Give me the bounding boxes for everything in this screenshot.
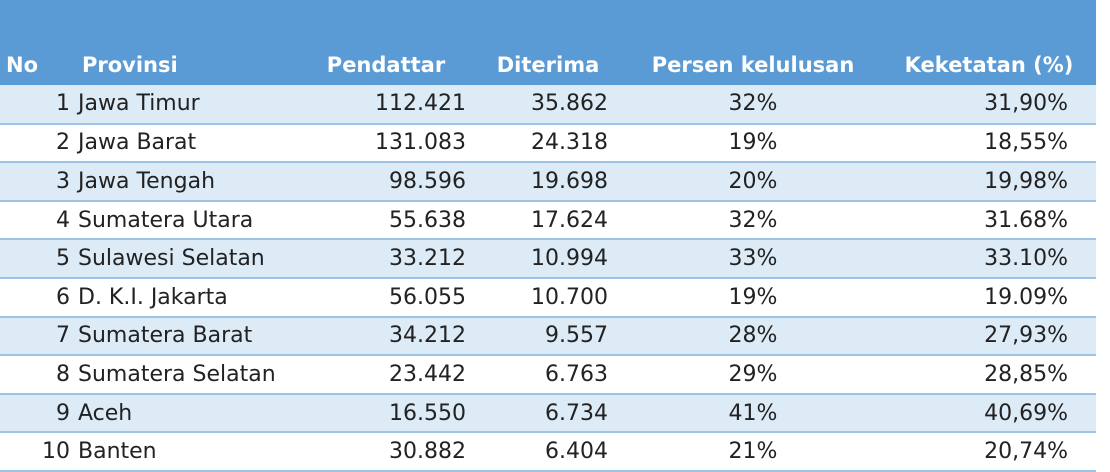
cell-persen-kelulusan: 41% — [624, 393, 882, 434]
cell-no: 7 — [0, 316, 78, 357]
cell-keketatan: 20,74% — [882, 432, 1096, 472]
cell-diterima: 6.763 — [472, 355, 624, 395]
cell-diterima: 6.404 — [472, 432, 624, 472]
cell-no: 8 — [0, 355, 78, 395]
header-row: No Provinsi Pendattar Diterima Persen ke… — [0, 10, 1096, 85]
table-row: 7 Sumatera Barat 34.212 9.557 28% 27,93% — [0, 316, 1096, 357]
cell-persen-kelulusan: 20% — [624, 162, 882, 202]
cell-pendaftar: 112.421 — [300, 85, 472, 125]
table-row: 9 Aceh 16.550 6.734 41% 40,69% — [0, 393, 1096, 434]
cell-pendaftar: 34.212 — [300, 316, 472, 357]
title-band — [0, 0, 1096, 10]
cell-no: 9 — [0, 393, 78, 434]
table-row: 5 Sulawesi Selatan 33.212 10.994 33% 33.10% — [0, 239, 1096, 279]
cell-pendaftar: 56.055 — [300, 277, 472, 318]
cell-keketatan: 19,98% — [882, 162, 1096, 202]
cell-provinsi: Banten — [78, 432, 300, 472]
cell-provinsi: D. K.I. Jakarta — [78, 277, 300, 318]
cell-no: 1 — [0, 85, 78, 125]
cell-keketatan: 33.10% — [882, 239, 1096, 279]
cell-diterima: 19.698 — [472, 162, 624, 202]
table-body: 1 Jawa Timur 112.421 35.862 32% 31,90% 2 Jawa B… — [0, 85, 1096, 472]
page-margin — [1096, 0, 1110, 470]
cell-pendaftar: 30.882 — [300, 432, 472, 472]
table-row: 8 Sumatera Selatan 23.442 6.763 29% 28,85% — [0, 355, 1096, 395]
cell-pendaftar: 55.638 — [300, 200, 472, 241]
cell-no: 10 — [0, 432, 78, 472]
cell-no: 6 — [0, 277, 78, 318]
header-diterima: Diterima — [496, 53, 600, 77]
cell-provinsi: Aceh — [78, 393, 300, 434]
cell-diterima: 10.994 — [472, 239, 624, 279]
cell-persen-kelulusan: 32% — [624, 200, 882, 241]
cell-persen-kelulusan: 32% — [624, 85, 882, 125]
cell-persen-kelulusan: 19% — [624, 277, 882, 318]
table-row: 2 Jawa Barat 131.083 24.318 19% 18,55% — [0, 123, 1096, 164]
cell-diterima: 10.700 — [472, 277, 624, 318]
table-row: 10 Banten 30.882 6.404 21% 20,74% — [0, 432, 1096, 472]
cell-persen-kelulusan: 19% — [624, 123, 882, 164]
cell-no: 4 — [0, 200, 78, 241]
cell-persen-kelulusan: 21% — [624, 432, 882, 472]
header-provinsi: Provinsi — [82, 53, 178, 77]
cell-provinsi: Sumatera Barat — [78, 316, 300, 357]
cell-provinsi: Sumatera Selatan — [78, 355, 300, 395]
cell-keketatan: 19.09% — [882, 277, 1096, 318]
cell-provinsi: Jawa Barat — [78, 123, 300, 164]
cell-keketatan: 27,93% — [882, 316, 1096, 357]
header-pendaftar: Pendattar — [326, 53, 446, 77]
cell-no: 3 — [0, 162, 78, 202]
cell-pendaftar: 16.550 — [300, 393, 472, 434]
cell-persen-kelulusan: 29% — [624, 355, 882, 395]
cell-no: 2 — [0, 123, 78, 164]
header-no: No — [6, 53, 39, 77]
header-persen-kelulusan: Persen kelulusan — [651, 53, 855, 77]
data-table: No Provinsi Pendattar Diterima Persen ke… — [0, 10, 1096, 472]
cell-diterima: 35.862 — [472, 85, 624, 125]
cell-pendaftar: 33.212 — [300, 239, 472, 279]
table-row: 6 D. K.I. Jakarta 56.055 10.700 19% 19.09% — [0, 277, 1096, 318]
cell-keketatan: 18,55% — [882, 123, 1096, 164]
cell-keketatan: 31.68% — [882, 200, 1096, 241]
cell-no: 5 — [0, 239, 78, 279]
cell-keketatan: 28,85% — [882, 355, 1096, 395]
table-container: No Provinsi Pendattar Diterima Persen ke… — [0, 10, 1096, 472]
table-row: 3 Jawa Tengah 98.596 19.698 20% 19,98% — [0, 162, 1096, 202]
cell-pendaftar: 131.083 — [300, 123, 472, 164]
cell-diterima: 9.557 — [472, 316, 624, 357]
cell-provinsi: Jawa Timur — [78, 85, 300, 125]
cell-keketatan: 40,69% — [882, 393, 1096, 434]
cell-provinsi: Sumatera Utara — [78, 200, 300, 241]
header-keketatan: Keketatan (%) — [904, 53, 1074, 77]
cell-persen-kelulusan: 33% — [624, 239, 882, 279]
cell-diterima: 6.734 — [472, 393, 624, 434]
table-header: No Provinsi Pendattar Diterima Persen ke… — [0, 10, 1096, 85]
cell-provinsi: Jawa Tengah — [78, 162, 300, 202]
cell-keketatan: 31,90% — [882, 85, 1096, 125]
cell-pendaftar: 23.442 — [300, 355, 472, 395]
cell-diterima: 24.318 — [472, 123, 624, 164]
table-row: 4 Sumatera Utara 55.638 17.624 32% 31.68% — [0, 200, 1096, 241]
cell-pendaftar: 98.596 — [300, 162, 472, 202]
cell-persen-kelulusan: 28% — [624, 316, 882, 357]
table-row: 1 Jawa Timur 112.421 35.862 32% 31,90% — [0, 85, 1096, 125]
cell-diterima: 17.624 — [472, 200, 624, 241]
cell-provinsi: Sulawesi Selatan — [78, 239, 300, 279]
